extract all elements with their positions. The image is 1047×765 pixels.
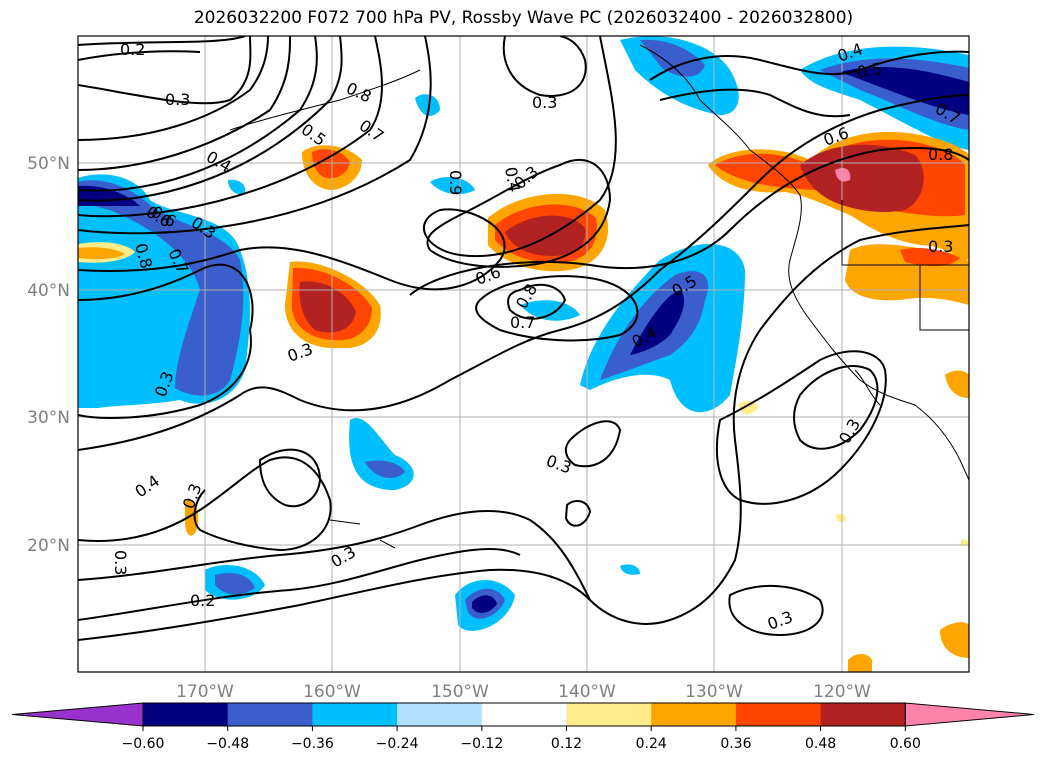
contour-label: 0.4 bbox=[501, 165, 524, 193]
colorbar-tick-label: −0.60 bbox=[122, 736, 165, 752]
lat-label: 40°N bbox=[27, 281, 70, 301]
lat-lon-grid bbox=[78, 36, 969, 672]
colorbar-segment bbox=[227, 703, 313, 726]
colorbar-tick-label: 0.24 bbox=[636, 736, 667, 752]
map-frame bbox=[77, 35, 970, 673]
colorbar-tick-label: −0.12 bbox=[460, 736, 503, 752]
pv-contours bbox=[78, 36, 969, 641]
colorbar-tick-label: 0.60 bbox=[890, 736, 921, 752]
lon-label: 150°W bbox=[431, 682, 489, 702]
colorbar-segment bbox=[397, 703, 483, 726]
colorbar-tick-label: −0.24 bbox=[376, 736, 419, 752]
lon-label: 130°W bbox=[685, 682, 743, 702]
colorbar-tick-label: 0.36 bbox=[720, 736, 751, 752]
colorbar-tick-label: 0.48 bbox=[805, 736, 836, 752]
colorbar-segment bbox=[312, 703, 398, 726]
lon-label: 120°W bbox=[813, 682, 871, 702]
colorbar-extend-high bbox=[904, 702, 1035, 727]
lon-label: 160°W bbox=[303, 682, 361, 702]
lat-label: 20°N bbox=[27, 536, 70, 556]
contour-label: 0.3 bbox=[165, 90, 190, 109]
contour-label: 0.8 bbox=[928, 145, 953, 164]
colorbar-segment bbox=[481, 703, 567, 726]
contour-label: 0.3 bbox=[928, 237, 953, 256]
contour-label: 0.3 bbox=[532, 93, 557, 112]
contour-label: 0.3 bbox=[111, 550, 130, 575]
colorbar-tick-label: −0.48 bbox=[206, 736, 249, 752]
lon-label: 140°W bbox=[558, 682, 616, 702]
colorbar-tick-label: −0.36 bbox=[291, 736, 334, 752]
longitude-labels: 170°W 160°W 150°W 140°W 130°W 120°W bbox=[176, 682, 871, 702]
colorbar-extend-low bbox=[11, 702, 144, 727]
lat-label: 30°N bbox=[27, 408, 70, 428]
map-plot-area: 0.2 0.3 0.8 0.7 0.5 0.4 0.6 0.3 0.8 0.7 … bbox=[78, 36, 969, 672]
contour-label: 0.9 bbox=[446, 170, 465, 195]
colorbar-segment bbox=[735, 703, 822, 726]
colorbar-outline bbox=[142, 702, 906, 727]
colorbar-segment bbox=[820, 703, 906, 726]
contour-label: 0.5 bbox=[855, 59, 883, 82]
contour-label: 0.2 bbox=[120, 40, 145, 59]
coastlines bbox=[229, 44, 969, 549]
contour-label: 0.7 bbox=[510, 313, 535, 332]
colorbar-segment bbox=[651, 703, 737, 726]
lat-label: 50°N bbox=[27, 154, 70, 174]
latitude-labels: 50°N 40°N 30°N 20°N bbox=[27, 154, 70, 556]
map-title: 2026032200 F072 700 hPa PV, Rossby Wave … bbox=[193, 8, 854, 28]
colorbar-segment bbox=[566, 703, 652, 726]
colorbar-segment bbox=[143, 703, 229, 726]
colorbar: −0.60 −0.48 −0.36 −0.24 −0.12 0.12 0.24 0.36 0.4… bbox=[11, 702, 1035, 752]
lon-label: 170°W bbox=[176, 682, 234, 702]
contour-label: 0.2 bbox=[190, 591, 215, 610]
colorbar-tick-label: 0.12 bbox=[551, 736, 582, 752]
